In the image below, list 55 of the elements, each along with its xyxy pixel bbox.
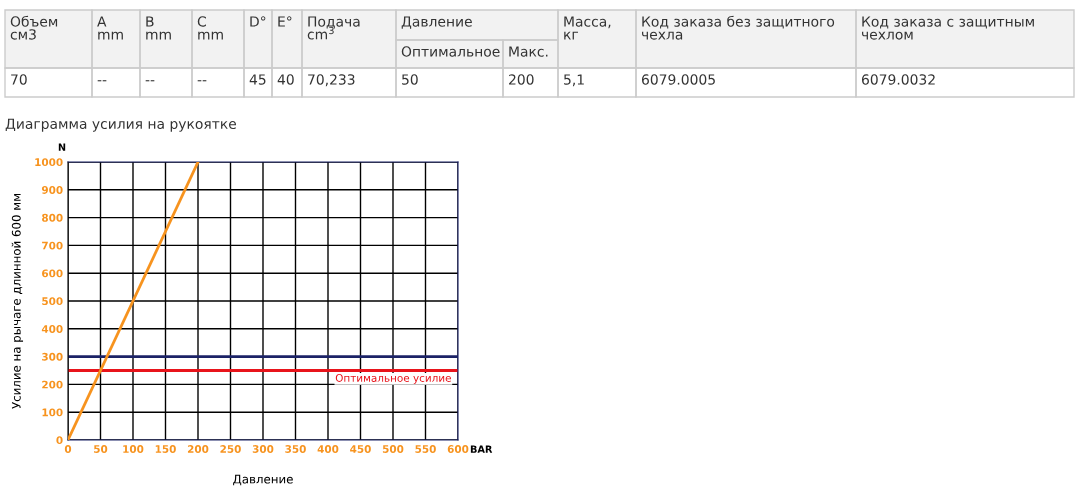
text: E°: [278, 16, 292, 27]
text: B mm: [146, 16, 171, 40]
y-tick-label: 800: [42, 213, 63, 222]
x-tick-label: 300: [252, 445, 274, 453]
text: Давление: [401, 16, 472, 29]
text: Подача cm$^{3}$: [307, 16, 360, 40]
x-tick-label: 0: [64, 445, 72, 453]
y-tick-label: 700: [42, 241, 63, 250]
x-tick-label: 200: [187, 445, 209, 453]
x-tick-label: 50: [94, 445, 108, 453]
chart-title: Диаграмма усилия на рукоятке: [5, 118, 237, 132]
text: 45: [249, 74, 266, 85]
y-tick-label: 100: [42, 408, 63, 417]
x-tick-label: 500: [382, 445, 404, 453]
text: BAR: [470, 445, 493, 453]
x-tick-label: 600: [447, 445, 469, 453]
y-tick-label: 400: [41, 325, 63, 333]
ref-line-label: Оптимальное усилие: [335, 374, 451, 384]
text: D°: [250, 16, 266, 27]
x-tick-label: 450: [350, 445, 371, 453]
text: 200: [509, 74, 534, 85]
text: Код заказа с защитным чехлом: [862, 16, 1034, 40]
text: 6079.0005: [641, 74, 715, 85]
y-tick-label: 200: [42, 380, 63, 389]
x-axis-title: Давление: [233, 474, 293, 486]
y-tick-label: 300: [42, 352, 63, 361]
y-tick-label: 500: [42, 297, 63, 306]
text: Оптимальное: [401, 46, 500, 57]
text: Макс.: [509, 46, 548, 57]
text: Объем см3: [10, 15, 58, 40]
x-tick-label: 350: [285, 445, 306, 453]
text: 40: [277, 74, 294, 85]
text: C mm: [197, 16, 223, 40]
text: N: [58, 143, 66, 151]
text: 50: [402, 74, 418, 85]
text: --: [197, 80, 207, 82]
y-tick-label: 0: [56, 436, 63, 445]
text: Код заказа без защитного чехла: [642, 15, 835, 40]
text: 70,233: [308, 74, 355, 87]
text: A mm: [97, 16, 123, 40]
y-tick-label: 900: [41, 186, 63, 194]
text: 6079.0032: [861, 74, 935, 85]
text: Масса, кг: [564, 16, 611, 40]
x-tick-label: 150: [155, 445, 176, 453]
text: 70: [11, 74, 27, 85]
y-tick-label: 600: [42, 269, 63, 278]
y-tick-label: 1000: [35, 158, 63, 167]
x-tick-label: 250: [220, 445, 241, 453]
text: 5,1: [564, 74, 584, 87]
x-tick-label: 400: [317, 445, 339, 453]
x-tick-label: 100: [123, 445, 144, 453]
x-tick-label: 550: [415, 445, 436, 453]
text: --: [97, 80, 107, 82]
y-axis-title: Усилие на рычаге длинной 600 мм: [11, 194, 24, 409]
text: --: [145, 80, 155, 82]
